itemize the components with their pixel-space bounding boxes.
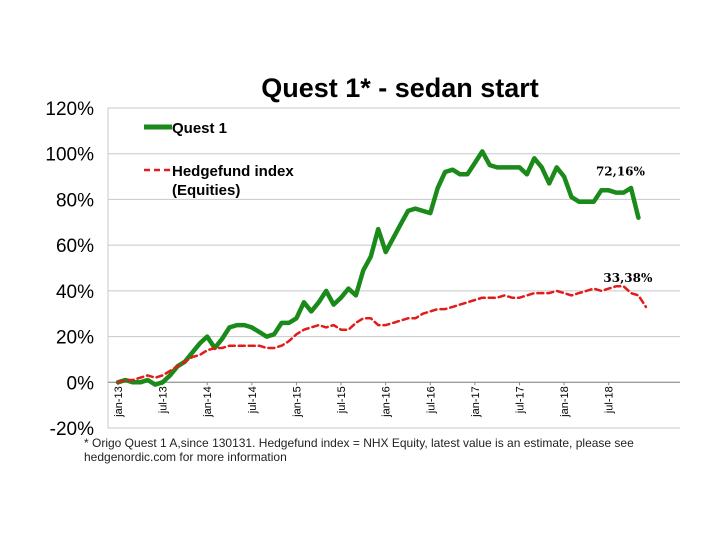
x-tick-label: jul-14: [247, 386, 259, 414]
x-tick-label: jan-16: [381, 386, 393, 418]
y-tick-label: 0%: [67, 373, 95, 394]
gridlines: [108, 107, 680, 429]
y-tick-label: 40%: [56, 282, 94, 303]
x-tick-label: jan-17: [470, 386, 482, 418]
x-tick-label: jul-16: [425, 386, 437, 414]
y-axis: -20% 0% 20% 40% 60% 80% 100% 120%: [45, 99, 109, 440]
x-tick-label: jul-18: [604, 386, 616, 414]
x-tick-label: jan-18: [559, 386, 571, 418]
x-tick-label: jul-17: [514, 386, 526, 414]
y-tick-label: 80%: [56, 190, 94, 211]
x-tick-label: jan-15: [291, 386, 303, 418]
legend: Quest 1 Hedgefund index (Equities): [144, 120, 294, 199]
end-labels: 72,16% 33,38%: [596, 165, 653, 285]
legend-label-hedgefund-index: Hedgefund index (Equities): [172, 163, 294, 199]
x-axis: jan-13 jul-13 jan-14 jul-14 jan-15 jul-15 jan-…: [108, 381, 680, 418]
end-value-label: 33,38%: [603, 271, 653, 285]
x-tick-label: jul-13: [158, 386, 170, 414]
x-tick-label: jan-13: [113, 386, 125, 418]
x-tick-label: jan-14: [202, 386, 214, 418]
y-tick-label: 20%: [56, 328, 94, 349]
series-line-quest1: [115, 149, 641, 387]
y-tick-label: 100%: [45, 145, 94, 166]
x-tick-label: jul-15: [336, 386, 348, 414]
footnote: * Origo Quest 1 A,since 130131. Hedgefun…: [84, 436, 634, 464]
end-value-label: 72,16%: [596, 165, 646, 179]
y-tick-label: -20%: [50, 419, 94, 440]
chart-title: Quest 1* - sedan start: [261, 73, 539, 103]
series-line-hedgefund-index: [116, 285, 648, 384]
series-lines: [115, 149, 648, 387]
y-tick-label: 120%: [45, 99, 94, 120]
legend-label-quest1: Quest 1: [172, 120, 227, 137]
y-tick-label: 60%: [56, 236, 94, 257]
